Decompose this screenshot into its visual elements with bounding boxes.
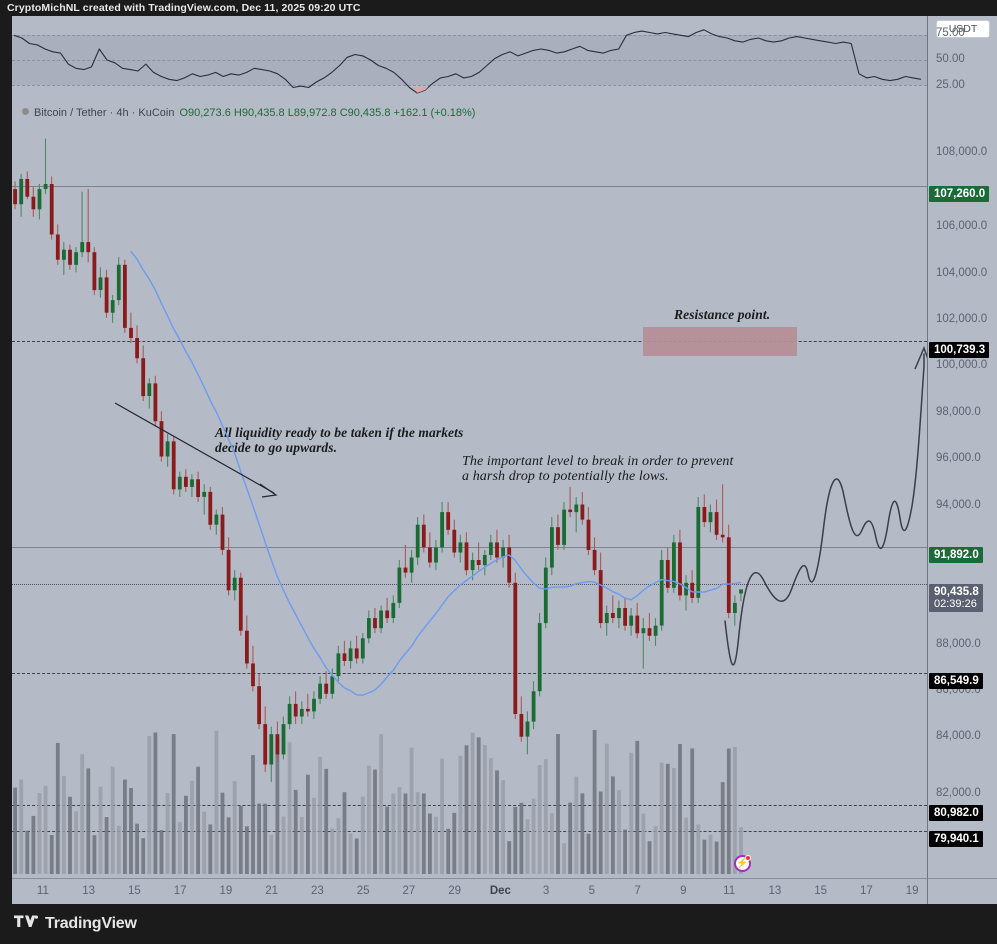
legend-sep-2: · [128,107,139,119]
legend-dot-icon [22,108,29,115]
time-axis-label-Dec: Dec [489,885,511,897]
time-axis-label-15: 15 [127,885,141,897]
price-tag-86549[interactable]: 86,549.9 [929,673,983,689]
tradingview-mark-icon [14,914,38,934]
time-axis-label-15: 15 [814,885,828,897]
time-axis-label-23: 23 [310,885,324,897]
lightning-bolt-icon: ⚡ [736,857,749,869]
resistance-zone[interactable] [643,327,797,356]
price-axis[interactable]: USDT 75.00 50.00 25.00 108,000.0 106,000… [927,16,997,878]
time-axis-label-19: 19 [905,885,919,897]
price-axis-tick-88000: 88,000.0 [936,638,981,650]
time-axis-label-17: 17 [859,885,873,897]
time-axis-label-17: 17 [173,885,187,897]
legend-symbol[interactable]: Bitcoin / Tether [34,107,107,119]
time-axis-label-27: 27 [402,885,416,897]
rsi-axis-tick-50: 50.00 [936,53,965,65]
time-axis-label-29: 29 [448,885,462,897]
liquidity-note: All liquidity ready to be taken if the m… [215,425,464,455]
level-line-91892[interactable] [12,547,927,548]
price-tag-100739[interactable]: 100,739.3 [929,342,990,358]
level-line-80982[interactable] [12,805,927,806]
projection-path[interactable] [724,353,925,666]
price-axis-tick-84000: 84,000.0 [936,730,981,742]
time-axis-label-19: 19 [219,885,233,897]
currency-pill[interactable]: USDT [936,20,990,38]
candlestick-series[interactable] [12,126,933,878]
price-axis-tick-94000: 94,000.0 [936,499,981,511]
legend-interval[interactable]: 4h [116,107,129,119]
time-axis-label-13: 13 [82,885,96,897]
time-axis-label-13: 13 [768,885,782,897]
legend-exchange[interactable]: KuCoin [138,107,175,119]
price-tag-cursor-value: 90,435.8 [934,586,979,598]
time-axis-label-3: 3 [542,885,550,897]
time-axis-label-7: 7 [634,885,641,897]
event-marker-badge[interactable]: ⚡ [734,855,751,872]
watermark-bar: CryptoMichNL created with TradingView.co… [0,0,997,16]
price-tag-91892[interactable]: 91,892.0 [929,547,983,563]
time-axis-label-11: 11 [36,885,49,897]
time-axis-label-21: 21 [265,885,279,897]
level-line-100739[interactable] [12,341,927,342]
price-tag-107260[interactable]: 107,260.0 [929,186,990,202]
price-axis-tick-108000: 108,000.0 [936,146,988,158]
rsi-level-30 [12,85,927,86]
price-axis-tick-96000: 96,000.0 [936,452,981,464]
tradingview-logo[interactable]: TradingView [14,914,137,934]
rsi-axis-tick-25: 25.00 [936,79,965,91]
candles [13,138,743,783]
left-edge-gutter [0,16,12,904]
price-axis-tick-102000: 102,000.0 [936,313,988,325]
price-axis-tick-104000: 104,000.0 [936,267,988,279]
tradingview-wordmark: TradingView [45,915,137,932]
price-tag-cursor[interactable]: 90,435.8 02:39:26 [929,584,983,612]
important-level-note: The important level to break in order to… [462,454,734,484]
resistance-note: Resistance point. [674,307,771,322]
level-line-86549[interactable] [12,673,927,674]
chart-legend[interactable]: Bitcoin / Tether · 4h · KuCoin O90,273.6 … [22,107,475,119]
price-tag-cursor-countdown: 02:39:26 [934,598,977,610]
time-axis[interactable]: 11 13 15 17 19 21 23 25 27 29 Dec 3 5 7 9 11 13 15 17 19 [12,878,927,904]
legend-sep-1: · [106,107,117,119]
rsi-level-70 [12,35,927,36]
level-line-107260[interactable] [12,186,927,187]
volume-bars [13,730,743,874]
rsi-level-50 [12,60,927,61]
time-axis-label-25: 25 [356,885,370,897]
footer-bar: TradingView [0,904,997,944]
price-tag-80982[interactable]: 80,982.0 [929,805,983,821]
price-axis-tick-106000: 106,000.0 [936,220,988,232]
rsi-indicator-panel[interactable] [12,16,927,104]
level-line-90435[interactable] [12,584,927,585]
rsi-axis-tick-75: 75.00 [936,27,965,39]
time-axis-label-5: 5 [588,885,596,897]
price-axis-tick-82000: 82,000.0 [936,787,981,799]
legend-ohlc-values: O90,273.6 H90,435.8 L89,972.8 C90,435.8 … [179,107,476,119]
chart-legend-row[interactable]: Bitcoin / Tether · 4h · KuCoin O90,273.6 … [12,104,927,126]
time-axis-label-9: 9 [680,885,687,897]
price-axis-tick-98000: 98,000.0 [936,406,981,418]
time-axis-right-pad [927,878,997,904]
moving-average-line [130,250,742,696]
notification-dot-icon [745,855,751,861]
watermark-text: CryptoMichNL created with TradingView.co… [7,2,361,14]
price-tag-79940[interactable]: 79,940.1 [929,831,983,847]
price-axis-tick-100000: 100,000.0 [936,359,988,371]
time-axis-label-11: 11 [723,885,736,897]
price-chart-panel[interactable]: Resistance point. All liquidity ready to… [12,126,933,878]
rsi-line [13,29,922,94]
liquidity-arrow [114,402,278,498]
level-line-79940[interactable] [12,831,927,832]
